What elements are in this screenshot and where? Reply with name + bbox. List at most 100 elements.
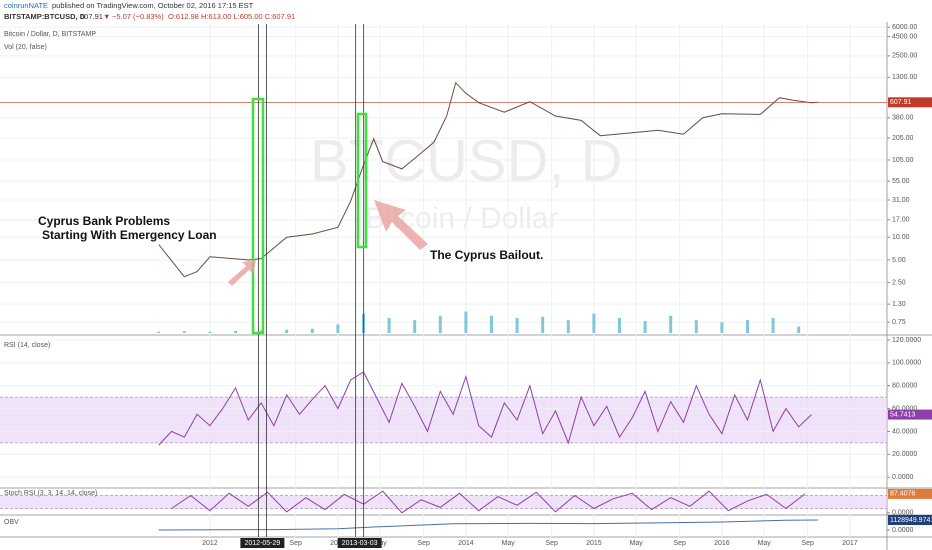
x-tick-label: Sep <box>545 540 558 547</box>
volume-bar <box>566 320 570 333</box>
volume-bar <box>669 315 673 333</box>
last-value-box <box>888 515 932 525</box>
band <box>0 397 887 443</box>
series-line <box>158 371 812 446</box>
marker-label-box <box>337 538 382 548</box>
price: 607.91 <box>80 12 103 21</box>
y-tick-label: 31.00 <box>892 197 910 204</box>
y-tick-label: 0.75 <box>892 319 906 326</box>
volume-bar <box>438 315 442 333</box>
volume-bar <box>234 330 238 333</box>
x-tick-label: 2012 <box>202 540 218 547</box>
volume-bar <box>592 313 596 333</box>
y-tick-label: 6000.00 <box>892 24 917 31</box>
volume-bar <box>464 311 468 333</box>
last-value-label: 607.91 <box>890 99 912 106</box>
y-tick-label: 80.0000 <box>892 383 917 390</box>
x-tick-label: Sep <box>289 540 302 547</box>
volume-bar <box>771 317 775 333</box>
y-tick-label: 5.00 <box>892 257 906 264</box>
marker-label: 2013-03-03 <box>342 540 378 547</box>
x-tick-label: May <box>502 540 516 547</box>
volume-bar <box>208 331 212 333</box>
series-line <box>158 519 818 531</box>
volume-bar <box>617 317 621 333</box>
pane-title: RSI (14, close) <box>4 342 50 349</box>
author[interactable]: coinrunNATE <box>4 1 48 10</box>
highlight-box <box>251 97 265 335</box>
y-tick-label: 55.00 <box>892 178 910 185</box>
x-tick-label: Sep <box>673 540 686 547</box>
annotation: The Cyprus Bailout. <box>430 248 543 262</box>
y-tick-label: 120.0000 <box>892 337 921 344</box>
pane-title: OBV <box>4 519 19 526</box>
volume-bar <box>797 326 801 333</box>
y-tick-label: 10.00 <box>892 234 910 241</box>
y-tick-label: 105.00 <box>892 157 914 164</box>
arrow: ▼ <box>103 12 110 21</box>
volume-bar <box>745 320 749 333</box>
y-tick-label: 0.0000 <box>892 527 914 534</box>
series-line <box>158 81 818 278</box>
published: published on TradingView.com, October 02… <box>52 1 254 10</box>
x-tick-label: 2015 <box>586 540 602 547</box>
y-tick-label: 17.00 <box>892 217 910 224</box>
y-tick-label: 60.0000 <box>892 405 917 412</box>
pane-title: Stoch RSI (3, 3, 14, 14, close) <box>4 490 97 497</box>
last-value-box <box>888 409 932 420</box>
annotation: Starting With Emergency Loan <box>42 228 217 242</box>
last-value-label: 1128949.9741 <box>890 517 932 524</box>
marker-label: 2012-05-29 <box>244 540 280 547</box>
volume-bar <box>157 331 161 333</box>
volume-bar <box>643 320 647 333</box>
pane-title: Vol (20, false) <box>4 44 47 51</box>
annotation: Cyprus Bank Problems <box>38 214 170 228</box>
pane-title: Bitcoin / Dollar, D, BITSTAMP <box>4 31 96 38</box>
y-tick-label: 1300.00 <box>892 74 917 81</box>
y-tick-label: 0.0000 <box>892 510 914 517</box>
volume-bar <box>720 322 724 333</box>
y-tick-label: 100.0000 <box>892 360 921 367</box>
y-tick-label: 2.50 <box>892 280 906 287</box>
x-tick-label: May <box>758 540 772 547</box>
volume-bar <box>541 316 545 333</box>
last-value-box <box>888 488 932 499</box>
x-tick-label: Sep <box>417 540 430 547</box>
y-tick-label: 20.0000 <box>892 451 917 458</box>
volume-bar <box>387 317 391 333</box>
last-value-label: 54.7413 <box>890 411 915 418</box>
x-tick-label: 2014 <box>458 540 474 547</box>
last-value-label: 87.4076 <box>890 491 915 498</box>
y-tick-label: 40.0000 <box>892 428 917 435</box>
marker-label-box <box>240 538 285 548</box>
highlight-box <box>356 112 368 249</box>
change: −5.07 (−0.83%) <box>112 12 164 21</box>
arrow-annotation <box>228 260 256 286</box>
volume-bar <box>489 315 493 333</box>
y-tick-label: 2500.00 <box>892 53 917 60</box>
last-value-box <box>888 97 932 108</box>
volume-bar <box>336 324 340 333</box>
volume-bar <box>413 320 417 333</box>
series-line <box>171 490 806 514</box>
volume-bar <box>310 328 314 333</box>
y-tick-label: 4500.00 <box>892 33 917 40</box>
band <box>0 495 887 509</box>
volume-bar <box>182 331 186 333</box>
ohlc: O:612.98 H:613.00 L:605.00 C:607.91 <box>168 12 295 21</box>
y-tick-label: 380.00 <box>892 115 914 122</box>
arrow-annotation <box>374 200 428 250</box>
volume-bar <box>694 320 698 333</box>
y-tick-label: 0.0000 <box>892 474 914 481</box>
x-tick-label: May <box>630 540 644 547</box>
y-tick-label: 1.30 <box>892 301 906 308</box>
x-tick-label: 2017 <box>842 540 858 547</box>
symbol: BITSTAMP:BTCUSD, D <box>4 12 86 21</box>
volume-bar <box>515 317 519 333</box>
x-tick-label: 2016 <box>714 540 730 547</box>
x-tick-label: Sep <box>801 540 814 547</box>
volume-bar <box>259 330 263 333</box>
y-tick-label: 205.00 <box>892 135 914 142</box>
volume-bar <box>285 329 289 333</box>
